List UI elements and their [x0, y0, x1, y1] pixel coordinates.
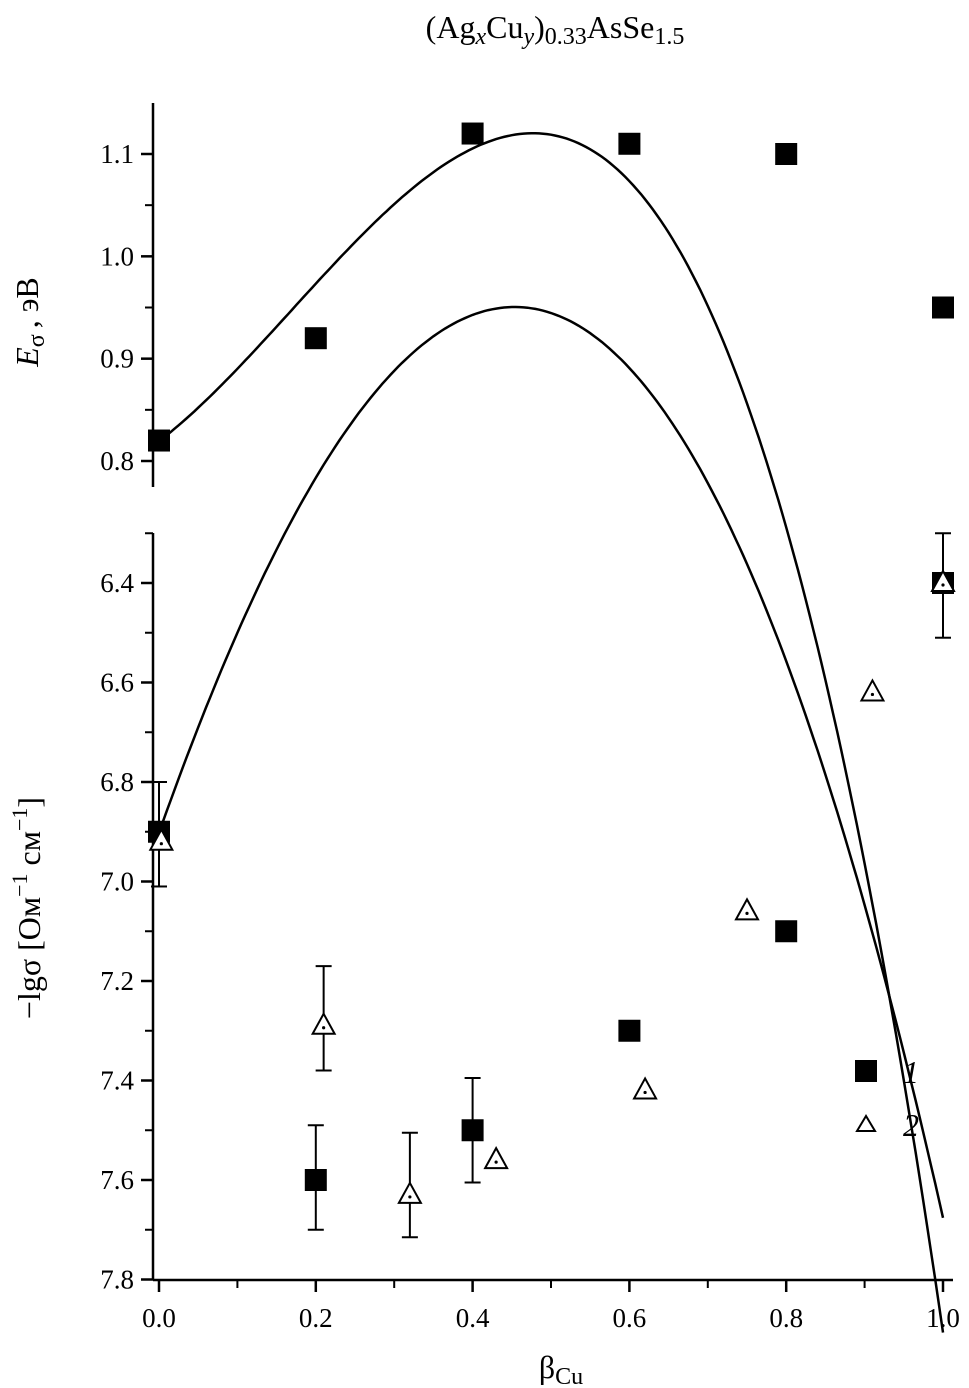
x-tick-label: 0.8: [769, 1303, 803, 1333]
bottom-data-points: [148, 568, 956, 1204]
series-2-triangle-point: [397, 1180, 423, 1204]
top-panel-energy: 0.8 0.9 1.0 1.1 Eσ, эВ: [9, 103, 954, 1333]
bottom-fit-curve: [157, 305, 945, 1219]
legend-marker-2: [855, 1114, 877, 1132]
top-y-tick-label: 0.8: [100, 446, 134, 476]
chart-title: (AgxCuy)0.33AsSe1.5: [426, 9, 685, 50]
bottom-y-tick-label: 7.6: [100, 1165, 134, 1195]
series-1-square-point: [304, 1169, 327, 1191]
x-tick-label: 0.6: [613, 1303, 647, 1333]
top-square-point: [148, 429, 170, 452]
top-square-point: [932, 296, 954, 319]
top-square-point: [461, 122, 484, 145]
legend-marker-1: [855, 1060, 877, 1082]
bottom-y-tick-label: 6.8: [100, 767, 134, 797]
series-2-triangle-point: [632, 1076, 658, 1100]
bottom-panel-conductivity: 6.4 6.6 6.8 7.0 7.2 7.4 7.6 7.8 0.0 0.2 0.4 0.6 0.8 1…: [7, 305, 960, 1388]
top-y-tick-label: 1.0: [100, 241, 134, 271]
x-tick-label: 0.0: [142, 1303, 176, 1333]
series-1-square-point: [618, 1019, 641, 1042]
x-tick-label: 0.2: [299, 1303, 333, 1333]
series-2-triangle-point: [310, 1011, 337, 1035]
bottom-y-tick-label: 7.0: [100, 867, 134, 897]
legend: 1 2: [855, 1054, 919, 1143]
legend-label-1: 1: [903, 1054, 919, 1090]
top-y-ticks: 0.8 0.9 1.0 1.1: [100, 139, 153, 476]
top-data-points: [148, 122, 954, 452]
top-y-axis-title: Eσ, эВ: [9, 277, 50, 368]
series-1-square-point: [461, 1119, 484, 1142]
error-bars: [151, 532, 951, 1239]
x-tick-label: 0.4: [456, 1303, 490, 1333]
series-2-triangle-point: [148, 827, 175, 851]
bottom-y-tick-label: 6.4: [100, 568, 134, 598]
series-2-triangle-point: [483, 1146, 509, 1170]
legend-label-2: 2: [903, 1107, 919, 1143]
top-fit-curve: [158, 131, 945, 1333]
bottom-y-tick-label: 7.8: [100, 1265, 134, 1295]
series-2-triangle-point: [930, 568, 956, 592]
x-axis-title: βCu: [539, 1349, 583, 1388]
bottom-y-tick-label: 7.4: [100, 1066, 134, 1096]
series-2-triangle-point: [734, 897, 760, 921]
bottom-y-axis-title: −lgσ [Ом−1 см−1]: [7, 797, 47, 1019]
top-square-point: [618, 132, 641, 155]
series-2-triangle-point: [859, 678, 886, 702]
series-1-square-point: [775, 920, 798, 943]
bottom-y-tick-label: 6.6: [100, 668, 134, 698]
top-square-point: [304, 327, 327, 350]
top-y-tick-label: 0.9: [100, 344, 134, 374]
x-tick-label: 1.0: [926, 1303, 960, 1333]
bottom-axis-ticks: 6.4 6.6 6.8 7.0 7.2 7.4 7.6 7.8 0.0 0.2 0.4 0.6 0.8 1…: [100, 532, 960, 1333]
top-square-point: [775, 143, 798, 165]
bottom-y-tick-label: 7.2: [100, 966, 134, 996]
top-y-tick-label: 1.1: [100, 139, 134, 169]
